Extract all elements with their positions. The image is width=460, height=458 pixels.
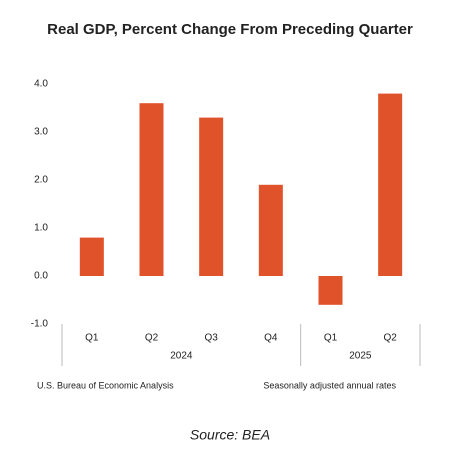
y-tick-label: 0.0 [34,271,48,282]
x-group-label: 2025 [349,351,372,362]
bar [318,276,343,305]
note-left: U.S. Bureau of Economic Analysis [37,380,174,390]
x-tick-label: Q2 [145,333,159,344]
bar [258,184,283,276]
x-tick-label: Q1 [85,333,99,344]
bar [79,237,104,276]
y-tick-label: 4.0 [34,79,48,90]
y-tick-label: 2.0 [34,175,48,186]
x-tick-label: Q1 [324,333,338,344]
bar [139,103,164,276]
chart-title: Real GDP, Percent Change From Preceding … [47,21,413,38]
y-tick-label: -1.0 [31,319,49,330]
x-tick-label: Q2 [383,333,397,344]
y-tick-label: 1.0 [34,223,48,234]
caption: Source: BEA [190,427,270,443]
y-tick-label: 3.0 [34,127,48,138]
bar [378,93,403,276]
bar [199,117,224,276]
x-tick-label: Q3 [204,333,218,344]
x-tick-label: Q4 [264,333,278,344]
note-right: Seasonally adjusted annual rates [263,380,396,390]
x-group-label: 2024 [170,351,193,362]
